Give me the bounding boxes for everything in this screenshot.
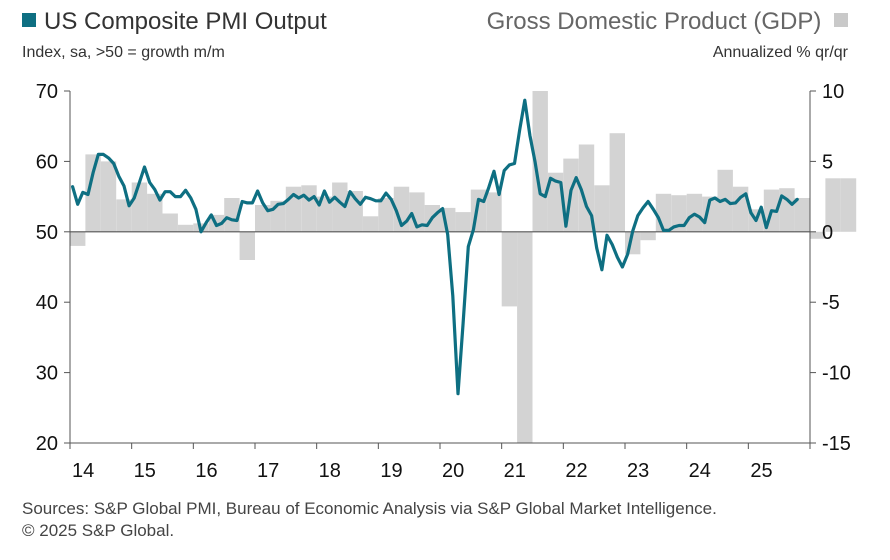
right-tick-label: 5 xyxy=(822,151,833,173)
gdp-bar xyxy=(409,192,425,232)
gdp-bar xyxy=(378,198,394,232)
left-tick-label: 30 xyxy=(36,363,58,385)
right-tick-label: -10 xyxy=(822,363,851,385)
x-tick-label: 14 xyxy=(72,460,94,482)
source-text: Sources: S&P Global PMI, Bureau of Econo… xyxy=(22,499,717,518)
copyright-text: © 2025 S&P Global. xyxy=(22,521,175,540)
x-tick-label: 19 xyxy=(380,460,402,482)
gdp-bar xyxy=(578,144,595,232)
gdp-bar xyxy=(131,182,148,232)
x-tick-label: 23 xyxy=(627,460,649,482)
gdp-bar xyxy=(825,178,841,232)
x-tick-label: 16 xyxy=(195,460,217,482)
gdp-bar xyxy=(517,231,533,443)
gdp-bar xyxy=(779,188,795,232)
gdp-bar xyxy=(224,198,240,232)
gdp-bar xyxy=(547,172,564,232)
gdp-bar xyxy=(810,231,826,239)
gdp-bar xyxy=(301,185,317,232)
gdp-bars xyxy=(70,91,857,443)
gdp-legend-label: Gross Domestic Product (GDP) xyxy=(486,8,822,35)
chart-axes xyxy=(64,90,816,449)
gdp-bar xyxy=(609,133,625,232)
source-note: Sources: S&P Global PMI, Bureau of Econo… xyxy=(22,498,717,542)
gdp-bar xyxy=(594,185,610,232)
gdp-legend-swatch xyxy=(834,13,848,27)
left-tick-label: 20 xyxy=(36,433,58,455)
pmi-line xyxy=(70,98,799,396)
x-tick-label: 22 xyxy=(565,460,587,482)
gdp-bar xyxy=(794,198,810,232)
gdp-legend: Gross Domestic Product (GDP) xyxy=(487,8,848,36)
gdp-bar xyxy=(239,231,255,260)
x-tick-label: 18 xyxy=(319,460,341,482)
gdp-bar xyxy=(162,213,178,232)
pmi-line-group xyxy=(70,98,799,396)
x-tick-label: 25 xyxy=(750,460,772,482)
pmi-legend-label: US Composite PMI Output xyxy=(44,8,327,35)
left-tick-label: 60 xyxy=(36,151,58,173)
right-tick-label: -5 xyxy=(822,292,840,314)
gdp-bar xyxy=(116,199,132,232)
pmi-gdp-chart: 20 30 40 50 60 70 -15 -10 -5 0 5 10 14 15 16 17 18 19 20 21… xyxy=(36,81,857,482)
gdp-bar xyxy=(177,224,194,232)
gdp-bar xyxy=(501,231,518,307)
gdp-bar xyxy=(70,231,86,246)
gdp-bar xyxy=(362,216,379,232)
gdp-bar xyxy=(147,193,163,232)
pmi-legend: US Composite PMI Output xyxy=(22,8,327,36)
right-axis-subtitle: Annualized % qr/qr xyxy=(712,44,848,61)
gdp-bar xyxy=(255,205,271,232)
pmi-legend-swatch xyxy=(22,13,36,27)
tick-labels: 20 30 40 50 60 70 -15 -10 -5 0 5 10 14 15 16 17 18 19 20 21… xyxy=(36,81,851,482)
right-tick-label: 0 xyxy=(822,222,833,244)
gdp-bar xyxy=(640,231,656,241)
gdp-bar xyxy=(486,192,502,232)
left-axis-subtitle: Index, sa, >50 = growth m/m xyxy=(22,44,225,61)
x-tick-label: 24 xyxy=(689,460,711,482)
x-tick-label: 17 xyxy=(257,460,279,482)
gdp-bar xyxy=(732,186,749,232)
gdp-bar xyxy=(100,161,117,232)
left-tick-label: 40 xyxy=(36,292,58,314)
gdp-bar xyxy=(455,212,471,232)
x-tick-label: 20 xyxy=(442,460,464,482)
gdp-bar xyxy=(85,154,101,232)
right-tick-label: -15 xyxy=(822,433,851,455)
left-tick-label: 50 xyxy=(36,222,58,244)
left-tick-label: 70 xyxy=(36,81,58,103)
right-tick-label: 10 xyxy=(822,81,844,103)
x-tick-label: 15 xyxy=(134,460,156,482)
gdp-bar xyxy=(840,178,857,232)
gdp-bar xyxy=(332,182,348,232)
x-tick-label: 21 xyxy=(504,460,526,482)
gdp-bar xyxy=(655,193,672,232)
gdp-bar xyxy=(671,195,687,232)
